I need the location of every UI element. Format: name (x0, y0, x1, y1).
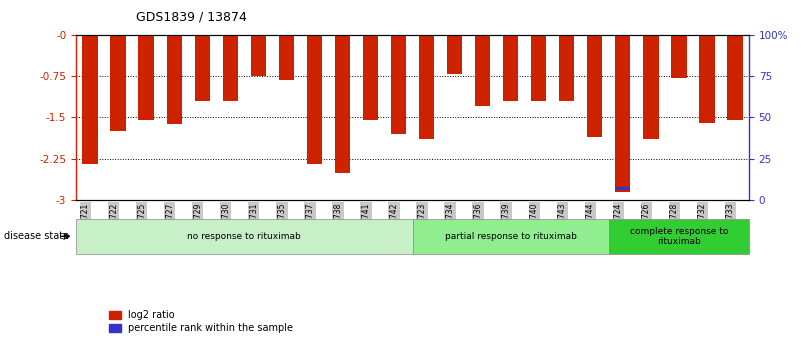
FancyBboxPatch shape (609, 219, 749, 254)
Text: GSM84728: GSM84728 (670, 203, 678, 244)
Text: partial response to rituximab: partial response to rituximab (445, 232, 577, 241)
Bar (139, 34, 154, 120)
Bar (643, 34, 658, 139)
Text: GSM84736: GSM84736 (473, 203, 482, 244)
FancyBboxPatch shape (413, 219, 609, 254)
FancyBboxPatch shape (76, 219, 413, 254)
Text: GDS1839 / 13874: GDS1839 / 13874 (136, 10, 247, 23)
Bar (251, 34, 266, 76)
Bar (671, 34, 686, 78)
Text: GSM84727: GSM84727 (165, 203, 174, 244)
Text: GSM84742: GSM84742 (389, 203, 398, 244)
Bar (615, 34, 630, 192)
Text: GSM84735: GSM84735 (277, 203, 286, 244)
Text: GSM84744: GSM84744 (586, 203, 594, 244)
Text: disease state: disease state (4, 231, 69, 241)
Bar (391, 34, 406, 134)
Bar (587, 34, 602, 137)
Bar (559, 34, 574, 101)
Bar (223, 34, 238, 101)
Bar (531, 34, 546, 101)
Text: GSM84732: GSM84732 (698, 203, 706, 244)
Text: GSM84725: GSM84725 (137, 203, 146, 244)
Text: GSM84731: GSM84731 (249, 203, 258, 244)
Bar (419, 34, 434, 139)
Text: GSM84737: GSM84737 (305, 203, 314, 244)
Text: GSM84721: GSM84721 (81, 203, 90, 244)
Bar (447, 34, 462, 74)
Bar (167, 34, 182, 125)
Bar (335, 34, 350, 172)
Bar (279, 34, 294, 80)
Text: GSM84743: GSM84743 (557, 203, 566, 244)
Text: GSM84740: GSM84740 (529, 203, 538, 244)
Bar (195, 34, 210, 101)
Text: GSM84729: GSM84729 (193, 203, 202, 244)
Text: GSM84723: GSM84723 (417, 203, 426, 244)
Text: no response to rituximab: no response to rituximab (187, 232, 301, 241)
Bar (503, 34, 518, 101)
Text: GSM84733: GSM84733 (726, 203, 735, 244)
Bar (83, 34, 98, 164)
Text: GSM84741: GSM84741 (361, 203, 370, 244)
Text: GSM84738: GSM84738 (333, 203, 342, 244)
Text: GSM84724: GSM84724 (614, 203, 622, 244)
Bar (363, 34, 378, 120)
Text: GSM84730: GSM84730 (221, 203, 231, 244)
Legend: log2 ratio, percentile rank within the sample: log2 ratio, percentile rank within the s… (109, 310, 293, 333)
Bar (475, 34, 490, 106)
Bar (699, 34, 714, 123)
Text: complete response to
rituximab: complete response to rituximab (630, 227, 728, 246)
Bar (307, 34, 322, 164)
Bar (111, 34, 126, 131)
Text: GSM84726: GSM84726 (642, 203, 650, 244)
Bar (615, 187, 630, 190)
Bar (727, 34, 743, 120)
Text: GSM84739: GSM84739 (501, 203, 510, 244)
Text: GSM84722: GSM84722 (109, 203, 118, 244)
Text: GSM84734: GSM84734 (445, 203, 454, 244)
